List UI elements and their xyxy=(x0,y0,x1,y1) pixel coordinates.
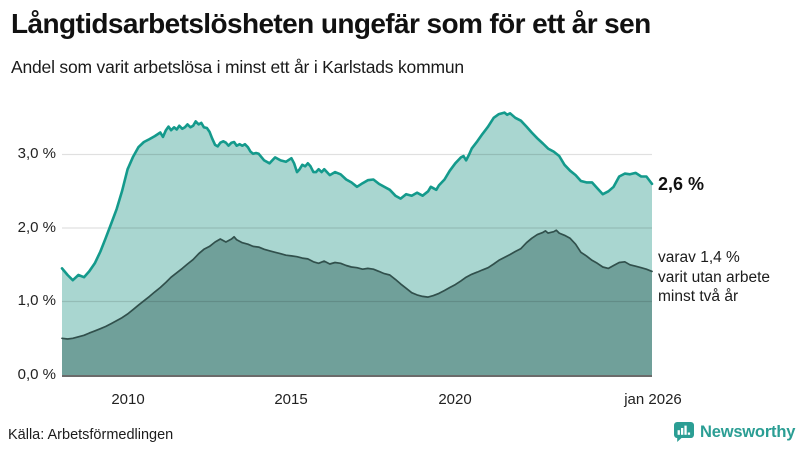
source-caption: Källa: Arbetsförmedlingen xyxy=(8,427,174,443)
y-axis-tick-1: 1,0 % xyxy=(17,292,56,309)
total-line xyxy=(60,111,654,282)
two-year-series-annotation: varav 1,4 % varit utan arbete minst två … xyxy=(658,248,770,307)
two-year-line xyxy=(61,229,653,340)
y-axis-tick-2: 2,0 % xyxy=(17,219,56,236)
x-axis-tick-2020: 2020 xyxy=(438,391,472,408)
page-title: Långtidsarbetslösheten ungefär som för e… xyxy=(11,8,651,39)
y-axis-tick-0: 0,0 % xyxy=(17,366,56,383)
x-axis-tick-2015: 2015 xyxy=(274,391,308,408)
logo-exclamation-dot xyxy=(687,432,691,435)
x-axis-tick-jan-2026: jan 2026 xyxy=(624,391,682,408)
annotation-line-3: minst två år xyxy=(658,288,739,305)
brand-name: Newsworthy xyxy=(700,422,796,441)
newsworthy-logo: Newsworthy xyxy=(673,421,795,443)
annotation-line-2: varit utan arbete xyxy=(658,268,771,286)
annotation-line-1: varav 1,4 % xyxy=(658,249,740,266)
y-axis-tick-3: 3,0 % xyxy=(17,145,56,162)
total-series-end-value: 2,6 % xyxy=(658,174,705,194)
page-subtitle: Andel som varit arbetslösa i minst ett å… xyxy=(11,57,464,77)
two-year-area-fill xyxy=(62,230,652,375)
newsworthy-speech-bubble-icon xyxy=(674,422,694,442)
logo-bar-medium xyxy=(681,428,684,435)
logo-bar-small xyxy=(677,430,680,435)
x-axis-tick-2010: 2010 xyxy=(111,391,145,408)
logo-bar-tall xyxy=(684,425,687,435)
